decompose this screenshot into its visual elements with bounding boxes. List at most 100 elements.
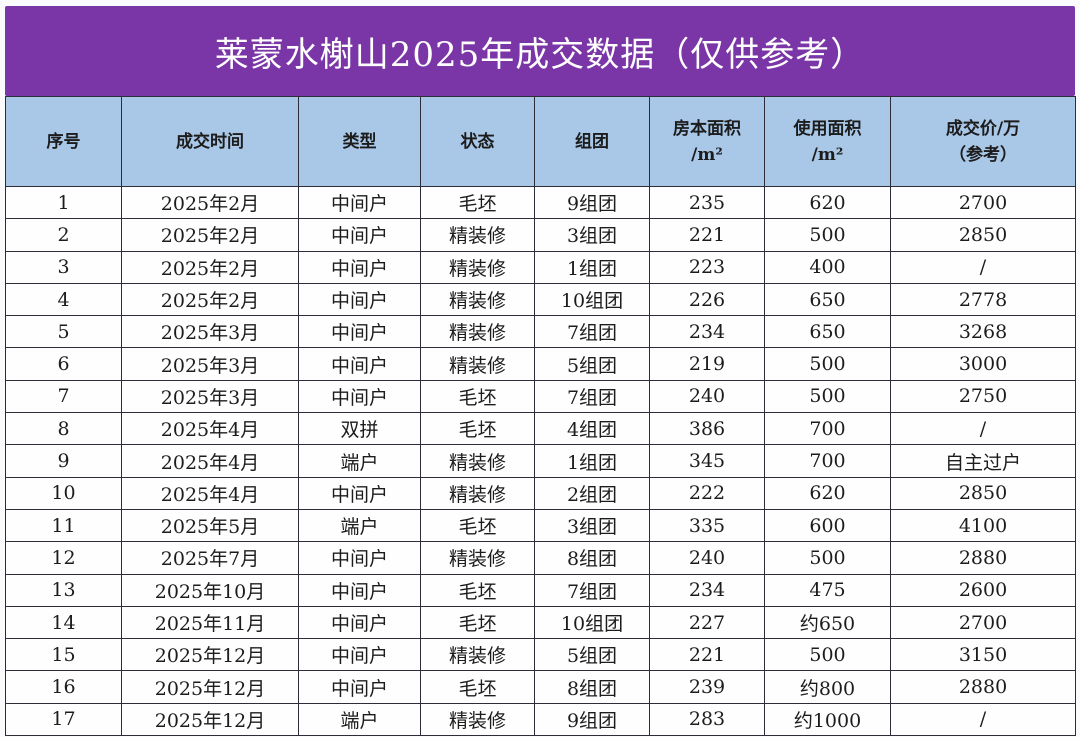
cell-index: 2 bbox=[5, 218, 122, 252]
cell-unit-type: 中间户 bbox=[298, 315, 421, 349]
cell-unit-type: 中间户 bbox=[298, 638, 421, 672]
cell-index: 14 bbox=[5, 605, 122, 640]
cell-price: 2880 bbox=[890, 670, 1076, 704]
cell-cluster: 9组团 bbox=[534, 702, 650, 737]
cell-deal-date: 2025年7月 bbox=[121, 541, 299, 575]
header-row: 序号 成交时间 类型 状态 组团 房本面积/m² 使用面积/m² 成交价/万 （参考） bbox=[5, 96, 1076, 187]
table-row: 15 2025年12月 中间户 精装修 5组团 221 500 3150 bbox=[5, 638, 1076, 672]
cell-price: 2700 bbox=[890, 185, 1076, 220]
cell-index: 16 bbox=[5, 670, 122, 704]
cell-cluster: 9组团 bbox=[534, 185, 650, 220]
cell-cluster: 10组团 bbox=[534, 282, 650, 317]
cell-deal-date: 2025年4月 bbox=[121, 444, 299, 478]
cell-price: 2850 bbox=[890, 476, 1076, 510]
cell-deal-date: 2025年10月 bbox=[121, 573, 299, 607]
cell-index: 11 bbox=[5, 508, 122, 543]
cell-unit-type: 端户 bbox=[298, 702, 421, 737]
cell-unit-type: 中间户 bbox=[298, 476, 421, 510]
column-header-line: 状态 bbox=[460, 131, 495, 152]
cell-index: 12 bbox=[5, 541, 122, 575]
cell-deed-area: 223 bbox=[649, 250, 765, 284]
cell-cluster: 7组团 bbox=[534, 315, 650, 349]
cell-usable-area: 650 bbox=[764, 282, 891, 317]
cell-condition: 毛坯 bbox=[420, 605, 535, 640]
table-row: 10 2025年4月 中间户 精装修 2组团 222 620 2850 bbox=[5, 476, 1076, 510]
table-row: 16 2025年12月 中间户 毛坯 8组团 239 约800 2880 bbox=[5, 670, 1076, 704]
cell-price: / bbox=[890, 250, 1076, 284]
cell-index: 7 bbox=[5, 379, 122, 414]
cell-unit-type: 双拼 bbox=[298, 412, 421, 446]
column-header-line: 成交时间 bbox=[176, 131, 244, 152]
cell-index: 3 bbox=[5, 250, 122, 284]
cell-price: 2850 bbox=[890, 218, 1076, 252]
column-header-line: 序号 bbox=[46, 131, 81, 152]
cell-deed-area: 226 bbox=[649, 282, 765, 317]
cell-price: 2750 bbox=[890, 379, 1076, 414]
cell-price: 2778 bbox=[890, 282, 1076, 317]
cell-deed-area: 386 bbox=[649, 412, 765, 446]
cell-usable-area: 400 bbox=[764, 250, 891, 284]
cell-condition: 精装修 bbox=[420, 282, 535, 317]
cell-deed-area: 335 bbox=[649, 508, 765, 543]
cell-deal-date: 2025年12月 bbox=[121, 638, 299, 672]
cell-deed-area: 222 bbox=[649, 476, 765, 510]
table-row: 17 2025年12月 端户 精装修 9组团 283 约1000/ bbox=[5, 702, 1076, 737]
column-header-line: 房本面积 bbox=[673, 118, 741, 139]
column-header-line: /m² bbox=[691, 144, 723, 165]
column-header-condition: 状态 bbox=[420, 96, 535, 187]
cell-index: 17 bbox=[5, 702, 122, 737]
cell-deal-date: 2025年5月 bbox=[121, 508, 299, 543]
cell-deal-date: 2025年12月 bbox=[121, 702, 299, 737]
cell-usable-area: 约1000 bbox=[764, 702, 891, 737]
cell-condition: 毛坯 bbox=[420, 185, 535, 220]
cell-condition: 精装修 bbox=[420, 541, 535, 575]
cell-cluster: 1组团 bbox=[534, 250, 650, 284]
table-row: 8 2025年4月 双拼 毛坯 4组团 386 700/ bbox=[5, 412, 1076, 446]
cell-unit-type: 端户 bbox=[298, 508, 421, 543]
cell-cluster: 5组团 bbox=[534, 347, 650, 381]
cell-unit-type: 中间户 bbox=[298, 218, 421, 252]
cell-condition: 精装修 bbox=[420, 702, 535, 737]
cell-deed-area: 345 bbox=[649, 444, 765, 478]
cell-condition: 毛坯 bbox=[420, 379, 535, 414]
cell-index: 5 bbox=[5, 315, 122, 349]
cell-condition: 精装修 bbox=[420, 250, 535, 284]
cell-unit-type: 中间户 bbox=[298, 282, 421, 317]
cell-deal-date: 2025年12月 bbox=[121, 670, 299, 704]
cell-usable-area: 620 bbox=[764, 185, 891, 220]
cell-condition: 精装修 bbox=[420, 638, 535, 672]
cell-price: 3268 bbox=[890, 315, 1076, 349]
cell-cluster: 10组团 bbox=[534, 605, 650, 640]
table-row: 3 2025年2月 中间户 精装修 1组团 223 400/ bbox=[5, 250, 1076, 284]
cell-deal-date: 2025年2月 bbox=[121, 218, 299, 252]
cell-price: 3150 bbox=[890, 638, 1076, 672]
cell-unit-type: 中间户 bbox=[298, 670, 421, 704]
cell-deal-date: 2025年2月 bbox=[121, 185, 299, 220]
cell-usable-area: 500 bbox=[764, 379, 891, 414]
cell-deed-area: 221 bbox=[649, 638, 765, 672]
cell-condition: 毛坯 bbox=[420, 412, 535, 446]
cell-cluster: 7组团 bbox=[534, 379, 650, 414]
cell-condition: 精装修 bbox=[420, 347, 535, 381]
cell-cluster: 2组团 bbox=[534, 476, 650, 510]
column-header-line: 组团 bbox=[575, 131, 609, 152]
cell-deal-date: 2025年4月 bbox=[121, 412, 299, 446]
cell-usable-area: 620 bbox=[764, 476, 891, 510]
table-row: 13 2025年10月 中间户 毛坯 7组团 234 475 2600 bbox=[5, 573, 1076, 607]
column-header-line: 类型 bbox=[342, 131, 377, 152]
table-row: 9 2025年4月 端户 精装修 1组团 345 700 自主过户 bbox=[5, 444, 1076, 478]
cell-usable-area: 500 bbox=[764, 638, 891, 672]
cell-unit-type: 中间户 bbox=[298, 379, 421, 414]
cell-price: / bbox=[890, 702, 1076, 737]
cell-deed-area: 240 bbox=[649, 541, 765, 575]
column-header-line: 使用面积 bbox=[793, 118, 862, 139]
cell-usable-area: 500 bbox=[764, 218, 891, 252]
table-row: 12 2025年7月 中间户 精装修 8组团 240 500 2880 bbox=[5, 541, 1076, 575]
cell-deed-area: 234 bbox=[649, 315, 765, 349]
cell-condition: 精装修 bbox=[420, 218, 535, 252]
cell-usable-area: 650 bbox=[764, 315, 891, 349]
column-header-deed-area: 房本面积/m² bbox=[649, 96, 765, 187]
cell-deed-area: 235 bbox=[649, 185, 765, 220]
cell-deal-date: 2025年2月 bbox=[121, 250, 299, 284]
table-row: 5 2025年3月 中间户 精装修 7组团 234 650 3268 bbox=[5, 315, 1076, 349]
